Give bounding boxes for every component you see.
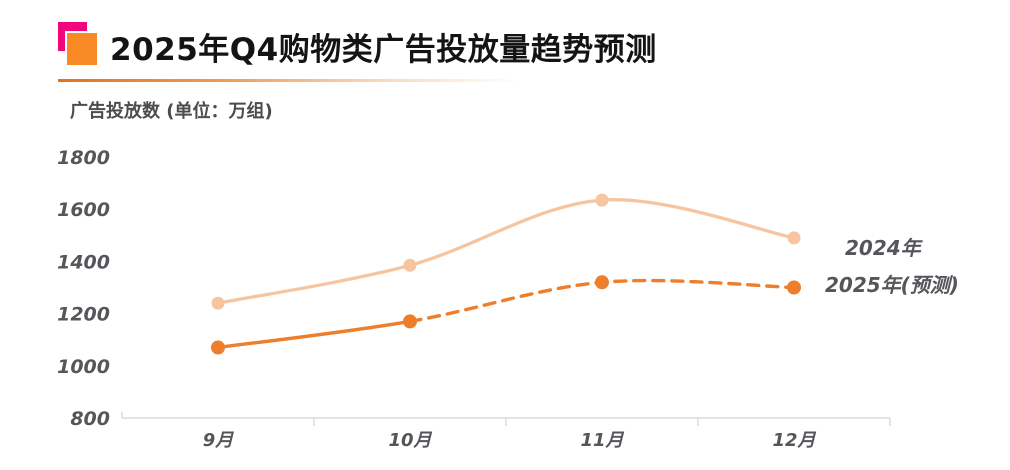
title-underline: [58, 79, 520, 82]
y-tick-label: 1800: [57, 147, 110, 169]
x-tick-label: 12月: [772, 430, 816, 451]
y-tick-label: 800: [70, 408, 110, 430]
series-1-line-solid: [216, 319, 412, 350]
legend-2024-label: 2024年: [845, 236, 921, 260]
series-0-data-point: [403, 258, 417, 272]
series-0-data-point: [787, 231, 801, 245]
series-1-data-point: [403, 314, 417, 329]
y-tick-label: 1200: [57, 304, 110, 326]
y-tick-label: 1000: [57, 356, 110, 378]
series-1-data-point: [595, 275, 609, 290]
page-title: 2025年Q4购物类广告投放量趋势预测: [110, 32, 657, 68]
series-0-line: [216, 198, 796, 305]
series-1-data-point: [211, 340, 225, 355]
y-tick-label: 1400: [57, 251, 110, 273]
y-axis-title: 广告投放数 (单位：万组): [70, 101, 273, 122]
series-0-data-point: [211, 296, 225, 310]
series-1-data-point: [787, 280, 801, 295]
x-tick-label: 11月: [580, 430, 624, 451]
legend-2025-label: 2025年(预测): [825, 273, 959, 297]
logo-orange-square-icon: [67, 33, 97, 65]
x-tick-label: 9月: [203, 430, 235, 451]
series-0-data-point: [595, 193, 609, 207]
x-tick-label: 10月: [388, 430, 432, 451]
y-tick-label: 1600: [57, 199, 110, 221]
brand-logo: [58, 22, 100, 68]
